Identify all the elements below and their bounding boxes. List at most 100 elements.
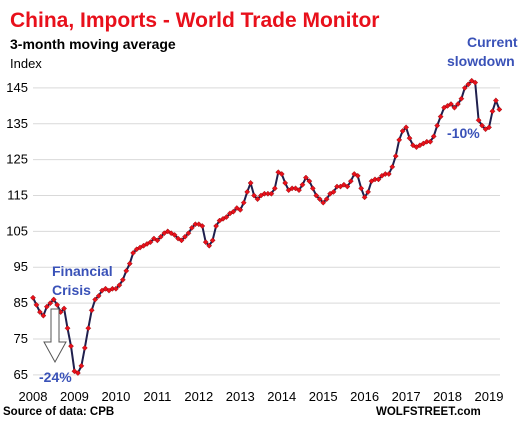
data-point xyxy=(85,325,92,332)
data-point xyxy=(154,237,161,244)
data-point xyxy=(71,368,78,375)
data-point xyxy=(206,242,213,249)
data-point xyxy=(271,185,278,192)
x-tick-label: 2016 xyxy=(350,389,379,404)
x-tick-label: 2011 xyxy=(143,389,171,404)
crisis-drop-label: -24% xyxy=(39,369,72,385)
data-point xyxy=(461,85,468,91)
y-tick-label: 115 xyxy=(7,188,28,203)
data-point xyxy=(427,138,434,145)
data-point xyxy=(389,163,396,170)
data-point xyxy=(472,79,479,86)
data-point xyxy=(496,106,503,113)
data-point xyxy=(178,237,185,244)
data-point xyxy=(299,181,306,188)
data-point xyxy=(81,345,88,351)
data-point xyxy=(116,282,123,289)
data-point xyxy=(268,190,275,197)
data-point xyxy=(430,133,437,140)
data-point xyxy=(237,206,244,213)
data-point xyxy=(282,180,289,186)
x-tick-label: 2014 xyxy=(267,389,296,404)
data-point xyxy=(182,233,188,240)
annotation-financial-crisis: Financial Crisis -24% xyxy=(39,263,113,385)
data-point xyxy=(486,124,492,131)
data-point xyxy=(54,302,61,308)
y-tick-label: 125 xyxy=(6,152,28,167)
data-point xyxy=(406,135,413,142)
current-label-2: slowdown xyxy=(447,53,515,69)
y-tick-label: 75 xyxy=(14,331,28,346)
data-point xyxy=(278,171,285,177)
x-tick-label: 2010 xyxy=(101,389,130,404)
data-point xyxy=(347,178,354,185)
y-tick-label: 85 xyxy=(14,295,28,310)
y-tick-label: 145 xyxy=(6,80,28,95)
x-tick-label: 2009 xyxy=(60,389,89,404)
data-point xyxy=(185,230,192,237)
data-point xyxy=(64,325,71,332)
data-point xyxy=(316,196,323,202)
data-point xyxy=(171,232,178,238)
data-point xyxy=(123,267,130,274)
data-point xyxy=(223,214,230,220)
y-axis-label: Index xyxy=(10,56,42,71)
data-point xyxy=(320,199,327,206)
data-point xyxy=(437,113,444,120)
data-point xyxy=(50,296,57,303)
data-point xyxy=(209,237,216,244)
data-point xyxy=(68,343,74,350)
data-point xyxy=(130,250,137,256)
data-point xyxy=(489,108,496,115)
data-point xyxy=(61,305,67,312)
data-point xyxy=(230,208,237,215)
data-point xyxy=(309,185,316,192)
data-point xyxy=(240,199,247,206)
data-point xyxy=(189,224,195,231)
data-point xyxy=(244,189,251,195)
financial-crisis-label: Financial xyxy=(52,263,113,279)
grid xyxy=(33,87,500,376)
data-point xyxy=(157,233,164,240)
chart-subtitle: 3-month moving average xyxy=(10,36,176,52)
series-line xyxy=(32,79,501,375)
data-point xyxy=(47,300,54,306)
data-point xyxy=(468,77,475,84)
data-point xyxy=(399,128,406,134)
data-point xyxy=(37,309,43,315)
data-point xyxy=(313,192,320,199)
data-point xyxy=(493,97,499,104)
y-tick-label: 95 xyxy=(14,259,28,274)
down-arrow-icon xyxy=(43,308,67,364)
data-point xyxy=(403,124,409,131)
data-point xyxy=(95,293,102,299)
data-point xyxy=(33,302,40,308)
data-point xyxy=(410,142,416,149)
data-point xyxy=(43,303,50,310)
x-tick-label: 2012 xyxy=(184,389,213,404)
data-point xyxy=(385,171,392,177)
data-point xyxy=(465,81,472,88)
data-point xyxy=(88,307,95,314)
source-note: Source of data: CPB xyxy=(3,406,114,418)
data-point xyxy=(392,153,399,159)
data-point xyxy=(458,95,465,102)
data-point xyxy=(75,370,81,376)
data-point xyxy=(455,101,461,107)
data-point xyxy=(330,189,337,195)
chart-title: China, Imports - World Trade Monitor xyxy=(10,9,379,32)
data-point xyxy=(479,122,485,129)
data-point xyxy=(254,196,261,202)
data-point xyxy=(113,285,119,292)
y-tick-label: 65 xyxy=(14,367,28,382)
data-point xyxy=(341,181,347,188)
data-point xyxy=(475,117,482,124)
x-tick-label: 2013 xyxy=(226,389,255,404)
data-point xyxy=(119,276,126,283)
data-point xyxy=(448,101,454,107)
financial-crisis-label-2: Crisis xyxy=(52,282,91,298)
data-point xyxy=(92,296,99,303)
x-tick-label: 2017 xyxy=(392,389,421,404)
data-point xyxy=(213,223,219,229)
